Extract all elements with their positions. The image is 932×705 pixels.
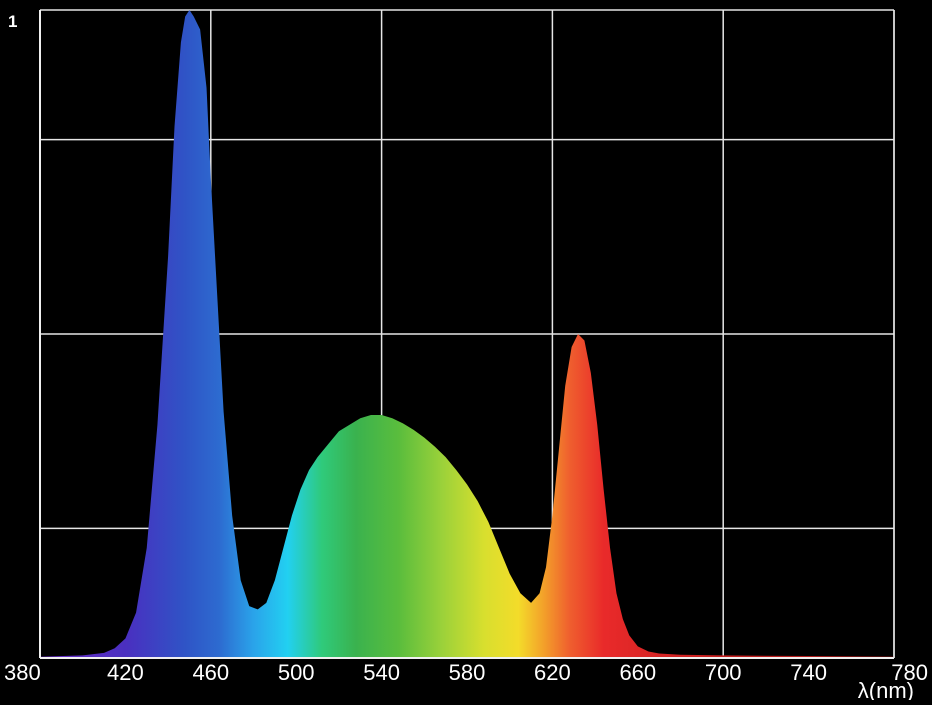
spectrum-area-layer	[40, 10, 894, 658]
x-tick-label-380: 380	[4, 660, 41, 685]
x-tick-label-740: 740	[790, 660, 827, 685]
x-axis-label: λ(nm)	[858, 678, 914, 700]
x-tick-label-580: 580	[449, 660, 486, 685]
x-tick-label-460: 460	[192, 660, 229, 685]
x-tick-label-660: 660	[619, 660, 656, 685]
x-tick-label-620: 620	[534, 660, 571, 685]
axes	[39, 10, 895, 659]
x-tick-label-420: 420	[107, 660, 144, 685]
y-tick-label-max: 1	[8, 12, 17, 31]
x-tick-label-780: 780	[891, 660, 928, 685]
x-tick-label-500: 500	[278, 660, 315, 685]
spectrum-area	[40, 10, 894, 658]
x-tick-label-700: 700	[705, 660, 742, 685]
x-tick-label-540: 540	[363, 660, 400, 685]
